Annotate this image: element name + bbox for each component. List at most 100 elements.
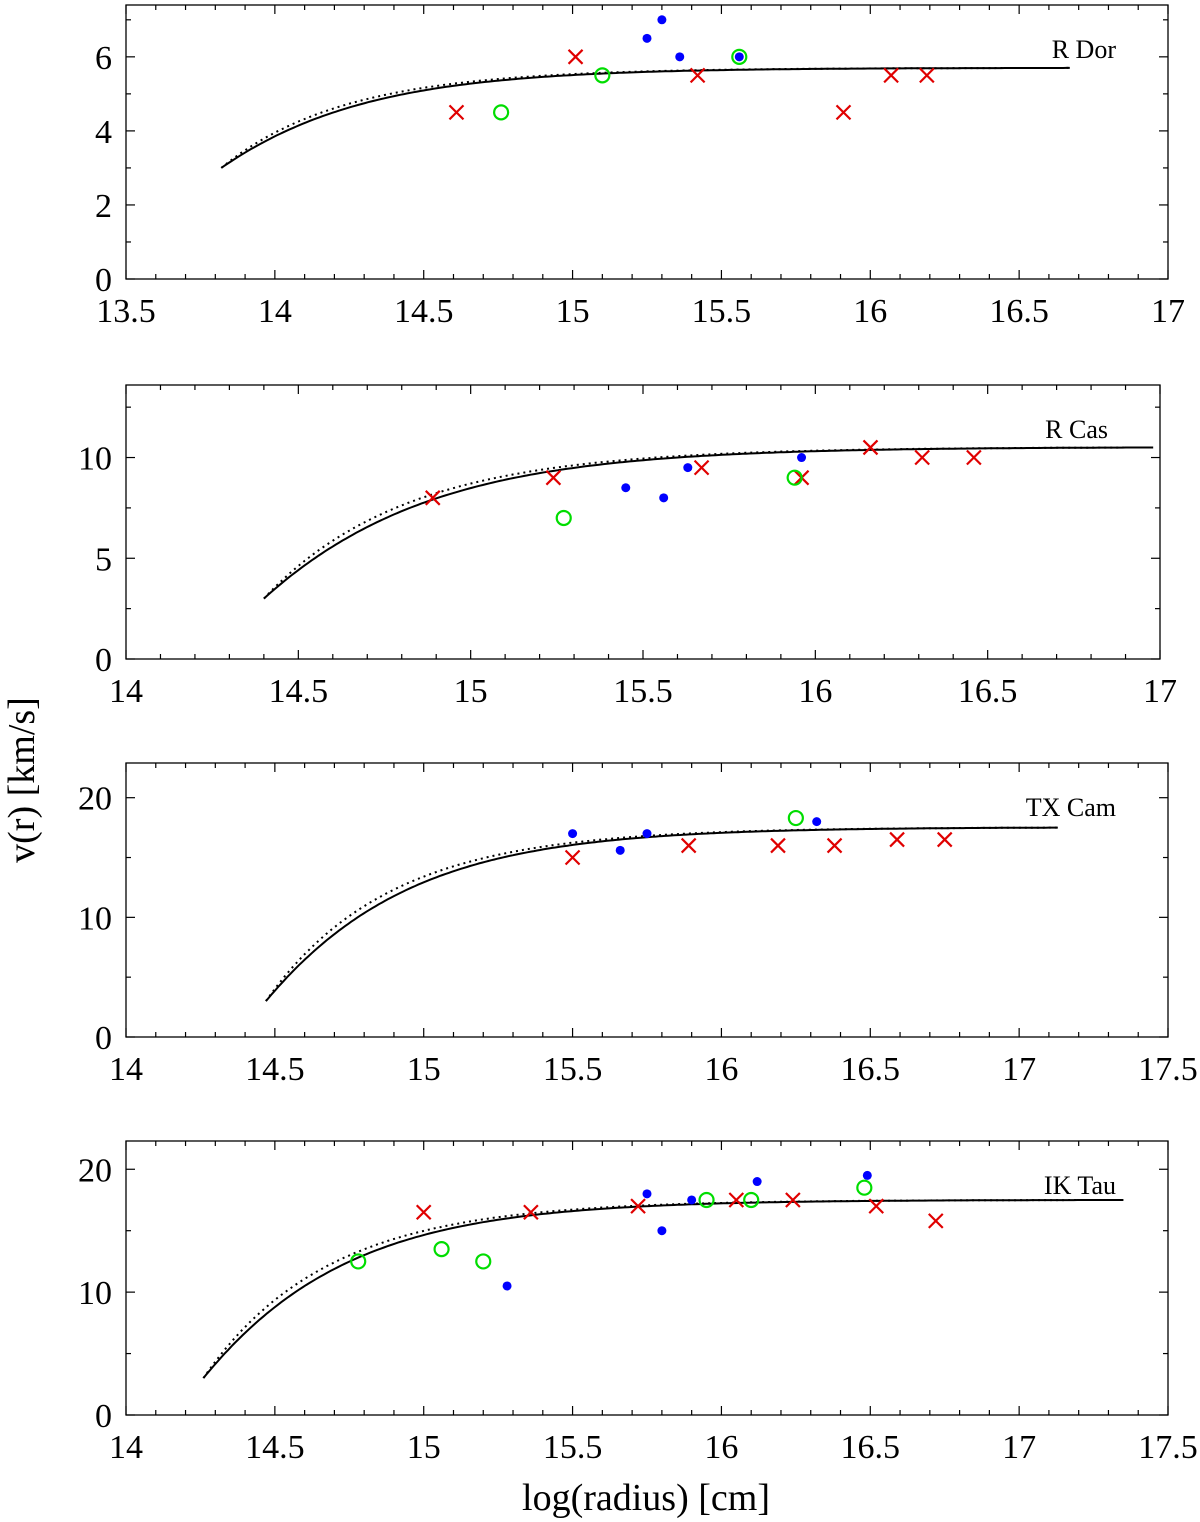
x-tick-label: 16.5 xyxy=(841,1051,901,1088)
y-tick-label: 5 xyxy=(95,541,112,578)
data-point-cross xyxy=(424,490,441,506)
data-point-dot xyxy=(642,829,652,839)
data-point-dot xyxy=(657,15,667,25)
x-tick-label: 16 xyxy=(704,1429,738,1466)
data-point-cross xyxy=(564,849,581,866)
y-tick-label: 0 xyxy=(95,1398,112,1435)
model-solid-line xyxy=(263,446,1154,600)
data-point-circle xyxy=(786,469,803,486)
x-tick-label: 14.5 xyxy=(245,1051,305,1088)
x-tick-label: 14.5 xyxy=(269,673,329,710)
data-point-circle xyxy=(743,1191,760,1209)
panel-r-cas: 14 14.5 15 15.5 16 16.5 17 0 5 10 R Cas xyxy=(78,384,1177,710)
x-tick-label: 15.5 xyxy=(692,293,752,330)
data-point-dot xyxy=(675,52,685,62)
data-point-cross xyxy=(928,1213,944,1229)
data-point-dot xyxy=(642,33,652,43)
panel-label: IK Tau xyxy=(1044,1171,1116,1200)
data-point-circle xyxy=(731,48,748,65)
data-point-dot xyxy=(752,1177,762,1187)
data-point-circle xyxy=(555,509,572,527)
data-point-circle xyxy=(787,809,804,827)
data-point-cross xyxy=(889,831,905,848)
data-point-circle xyxy=(493,104,510,121)
x-tick-label: 17 xyxy=(1151,293,1185,330)
model-solid-line xyxy=(265,826,1058,1002)
x-tick-label: 15 xyxy=(454,673,488,710)
model-dotted-line xyxy=(220,66,1070,169)
x-tick-label: 15 xyxy=(407,1429,441,1466)
data-point-cross xyxy=(770,837,786,854)
x-tick-label: 16 xyxy=(704,1051,738,1088)
data-point-dot xyxy=(862,1170,872,1180)
plot-frame xyxy=(125,762,1169,1038)
data-point-circle xyxy=(433,1241,450,1258)
x-tick-label: 16 xyxy=(853,293,887,330)
data-point-dot xyxy=(615,845,625,855)
panels: 13.5 14 14.5 15 15.5 16 16.5 17 0 2 4 6 R Dor 14 14.5 1… xyxy=(78,4,1198,1466)
x-axis-title: log(radius) [cm] xyxy=(522,1477,770,1519)
data-point-dot xyxy=(797,453,807,463)
data-point-dot xyxy=(621,483,631,493)
y-axis-title: v(r) [km/s] xyxy=(1,697,43,863)
data-point-dot xyxy=(812,817,822,827)
y-tick-label: 4 xyxy=(95,114,112,151)
data-point-dot xyxy=(568,829,578,839)
panel-ik-tau: 14 14.5 15 15.5 16 16.5 17 17.5 0 10 20 IK Tau xyxy=(78,1140,1198,1466)
x-tick-label: 13.5 xyxy=(96,293,156,330)
x-tick-label: 14 xyxy=(109,673,143,710)
panel-label: TX Cam xyxy=(1026,793,1116,822)
data-point-dot xyxy=(683,463,693,473)
panel-label: R Dor xyxy=(1052,35,1117,64)
data-point-cross xyxy=(680,837,697,854)
y-tick-label: 6 xyxy=(95,40,112,77)
data-point-cross xyxy=(785,1192,801,1208)
y-tick-label: 20 xyxy=(78,781,112,818)
data-point-cross xyxy=(689,67,706,84)
x-tick-label: 15.5 xyxy=(613,673,673,710)
x-tick-label: 17 xyxy=(1143,673,1177,710)
x-tick-label: 15 xyxy=(556,293,590,330)
panel-tx-cam: 14 14.5 15 15.5 16 16.5 17 17.5 0 10 20 TX Cam xyxy=(78,762,1198,1088)
data-point-cross xyxy=(914,449,930,466)
y-tick-label: 0 xyxy=(95,262,112,299)
panel-label: R Cas xyxy=(1045,415,1108,444)
x-tick-label: 15 xyxy=(407,1051,441,1088)
data-point-dot xyxy=(642,1189,652,1199)
data-point-circle xyxy=(475,1253,492,1270)
x-tick-label: 14 xyxy=(258,293,292,330)
x-tick-label: 16 xyxy=(798,673,832,710)
data-point-circle xyxy=(698,1191,715,1209)
data-point-cross xyxy=(862,439,879,456)
y-tick-label: 2 xyxy=(95,188,112,225)
x-tick-label: 14 xyxy=(109,1429,143,1466)
data-point-cross xyxy=(936,831,953,848)
data-point-circle xyxy=(350,1253,367,1270)
data-point-dot xyxy=(687,1195,697,1205)
data-point-dot xyxy=(657,1226,667,1236)
data-point-dot xyxy=(734,52,744,62)
x-tick-label: 15.5 xyxy=(543,1429,603,1466)
data-point-cross xyxy=(966,449,982,466)
model-solid-line xyxy=(202,1199,1124,1379)
plot-frame xyxy=(125,384,1161,660)
data-point-cross xyxy=(883,67,899,84)
data-point-cross xyxy=(415,1204,432,1221)
data-point-cross xyxy=(835,104,852,121)
data-point-circle xyxy=(856,1179,873,1196)
data-point-cross xyxy=(630,1198,646,1214)
y-tick-label: 20 xyxy=(78,1152,112,1189)
data-point-cross xyxy=(826,837,843,854)
data-point-cross xyxy=(545,469,562,486)
y-tick-label: 0 xyxy=(95,1020,112,1057)
data-point-cross xyxy=(523,1204,539,1221)
model-solid-line xyxy=(220,66,1070,169)
data-point-cross xyxy=(567,49,584,65)
data-point-dot xyxy=(502,1281,512,1291)
model-dotted-line xyxy=(263,446,1154,600)
x-tick-label: 15.5 xyxy=(543,1051,603,1088)
x-tick-label: 16.5 xyxy=(841,1429,901,1466)
data-point-cross xyxy=(728,1192,745,1208)
x-tick-label: 14.5 xyxy=(394,293,454,330)
